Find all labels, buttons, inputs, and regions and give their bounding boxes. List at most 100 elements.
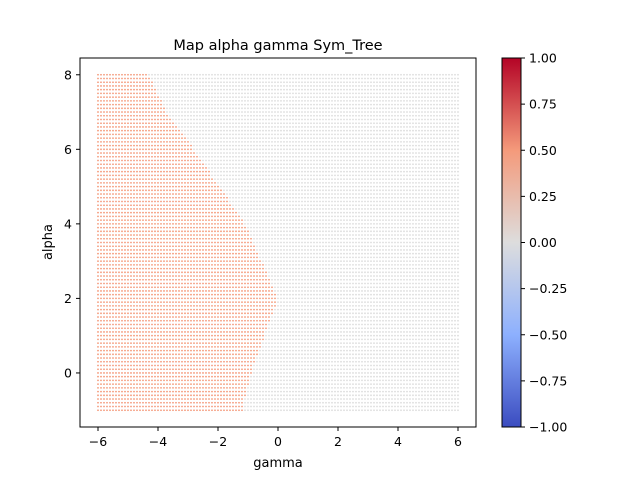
scatter-point <box>217 316 219 318</box>
scatter-point <box>175 338 177 341</box>
scatter-point <box>322 316 324 318</box>
scatter-point <box>406 263 408 266</box>
scatter-point <box>259 316 261 318</box>
scatter-point <box>145 293 147 296</box>
scatter-point <box>355 286 357 289</box>
scatter-point <box>382 334 384 337</box>
scatter-point <box>313 267 315 270</box>
scatter-point <box>445 364 447 367</box>
scatter-point <box>346 331 348 333</box>
scatter-point <box>436 331 438 333</box>
scatter-point <box>160 297 162 300</box>
scatter-point <box>379 383 381 386</box>
scatter-point <box>451 301 453 304</box>
scatter-point <box>166 394 168 397</box>
scatter-point <box>385 368 387 371</box>
scatter-point <box>406 386 408 389</box>
scatter-point <box>343 405 345 408</box>
scatter-point <box>259 353 261 356</box>
scatter-point <box>136 409 138 412</box>
scatter-point <box>361 375 363 378</box>
scatter-point <box>403 267 405 270</box>
scatter-point <box>214 301 216 304</box>
scatter-point <box>229 275 231 277</box>
scatter-point <box>358 405 360 408</box>
scatter-point <box>340 312 342 315</box>
scatter-point <box>352 375 354 378</box>
scatter-point <box>403 327 405 330</box>
scatter-point <box>349 360 351 363</box>
scatter-point <box>352 308 354 311</box>
scatter-point <box>229 394 231 397</box>
scatter-point <box>145 375 147 378</box>
scatter-point <box>193 327 195 330</box>
scatter-point <box>346 409 348 412</box>
scatter-point <box>196 390 198 393</box>
scatter-point <box>208 278 210 281</box>
scatter-point <box>124 286 126 289</box>
scatter-point <box>226 334 228 337</box>
scatter-point <box>100 364 102 367</box>
scatter-point <box>394 301 396 304</box>
scatter-point <box>433 383 435 386</box>
scatter-point <box>307 275 309 277</box>
scatter-point <box>268 409 270 412</box>
scatter-point <box>352 263 354 266</box>
scatter-point <box>400 312 402 315</box>
scatter-point <box>292 301 294 304</box>
scatter-point <box>133 327 135 330</box>
scatter-point <box>436 286 438 289</box>
scatter-point <box>160 338 162 341</box>
scatter-point <box>418 383 420 386</box>
scatter-point <box>235 278 237 281</box>
scatter-point <box>103 409 105 412</box>
scatter-point <box>331 267 333 270</box>
scatter-point <box>418 293 420 296</box>
scatter-point <box>370 263 372 266</box>
scatter-point <box>448 375 450 378</box>
scatter-point <box>241 286 243 289</box>
scatter-point <box>397 316 399 318</box>
scatter-point <box>199 342 201 345</box>
scatter-point <box>301 271 303 274</box>
scatter-point <box>304 316 306 318</box>
scatter-point <box>229 312 231 315</box>
scatter-point <box>457 312 459 315</box>
scatter-point <box>121 342 123 345</box>
scatter-point <box>352 405 354 408</box>
scatter-point <box>448 286 450 289</box>
scatter-point <box>310 409 312 412</box>
scatter-point <box>106 398 108 400</box>
scatter-point <box>283 297 285 300</box>
scatter-point <box>448 353 450 356</box>
scatter-point <box>454 357 456 359</box>
scatter-point <box>211 405 213 408</box>
scatter-point <box>304 405 306 408</box>
scatter-point <box>268 271 270 274</box>
scatter-point <box>370 405 372 408</box>
scatter-point <box>115 398 117 400</box>
scatter-point <box>310 275 312 277</box>
scatter-point <box>193 357 195 359</box>
scatter-point <box>337 293 339 296</box>
scatter-point <box>259 386 261 389</box>
scatter-point <box>361 304 363 307</box>
scatter-point <box>382 286 384 289</box>
scatter-point <box>319 323 321 326</box>
scatter-point <box>427 357 429 359</box>
scatter-point <box>283 327 285 330</box>
scatter-point <box>262 286 264 289</box>
scatter-point <box>298 316 300 318</box>
scatter-point <box>289 375 291 378</box>
scatter-point <box>322 301 324 304</box>
scatter-point <box>187 286 189 289</box>
scatter-point <box>139 327 141 330</box>
scatter-point <box>211 345 213 348</box>
scatter-point <box>127 323 129 326</box>
scatter-point <box>262 316 264 318</box>
scatter-point <box>304 282 306 285</box>
scatter-point <box>244 364 246 367</box>
scatter-point <box>379 409 381 412</box>
scatter-point <box>226 368 228 371</box>
scatter-point <box>214 327 216 330</box>
